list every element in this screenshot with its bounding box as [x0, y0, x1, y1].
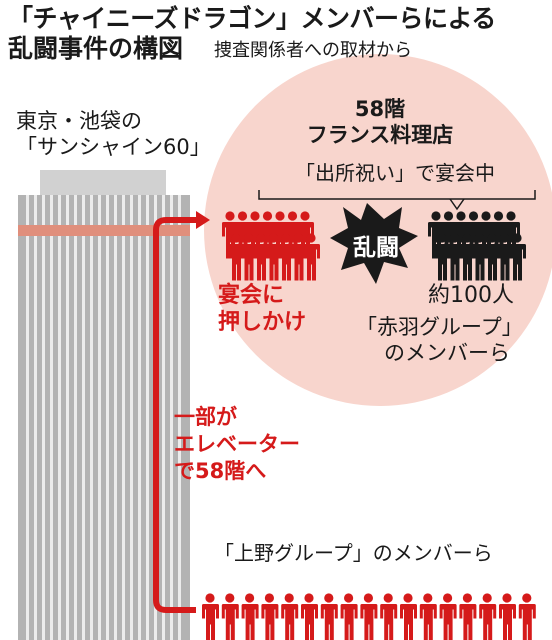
ueno-person-icon	[518, 593, 536, 640]
building-stripe	[178, 195, 181, 640]
banquet-label: 「出所祝い」で宴会中	[295, 161, 495, 185]
ueno-person-icon	[261, 593, 279, 640]
ueno-person-icon	[479, 593, 497, 640]
building-stripe	[90, 195, 93, 640]
building-stripe	[106, 195, 109, 640]
elevator-route-arrow	[153, 217, 198, 613]
floor-58-marker	[18, 225, 190, 236]
building-stripe	[58, 195, 61, 640]
attackers-action-line-2: 押しかけ	[218, 310, 307, 335]
banquet-bracket	[258, 190, 536, 211]
ueno-person-icon	[459, 593, 477, 640]
building-label-line-2: 「サンシャイン60」	[16, 135, 211, 159]
building-stripe	[82, 195, 85, 640]
ueno-person-icon	[499, 593, 516, 640]
ueno-person-icon	[340, 593, 358, 640]
building-stripe	[162, 195, 165, 640]
building-stripe	[122, 195, 125, 640]
defenders-group-line-1: 「赤羽グループ」	[356, 315, 523, 339]
building-stripe	[34, 195, 37, 640]
arrow-head-icon	[196, 211, 210, 229]
floor-label-line-1: 58階	[354, 97, 406, 121]
ueno-person-icon	[360, 593, 378, 640]
building-stripe	[66, 195, 69, 640]
ueno-person-icon	[380, 593, 398, 640]
ueno-label: 「上野グループ」のメンバーら	[214, 541, 493, 565]
building-stripe	[130, 195, 133, 640]
building-stripe	[170, 195, 173, 640]
building-stripe	[26, 195, 29, 640]
clash-label: 乱闘	[353, 235, 399, 261]
ueno-person-icon	[419, 593, 437, 640]
title-line-1: 「チャイニーズドラゴン」メンバーらによる	[8, 4, 496, 33]
ueno-person-icon	[320, 593, 338, 640]
elevator-line-2: エレベーター	[174, 432, 300, 456]
building-stripe	[138, 195, 141, 640]
subtitle: 捜査関係者への取材から	[214, 40, 412, 61]
building-stripe	[146, 195, 149, 640]
defenders-group-line-2: のメンバーら	[384, 341, 510, 365]
sunshine60-building	[18, 170, 190, 640]
ueno-person-icon	[400, 593, 417, 640]
floor-label-line-2: フランス料理店	[306, 123, 454, 147]
ueno-person-icon	[241, 593, 259, 640]
building-stripe	[74, 195, 77, 640]
ueno-group	[202, 593, 536, 640]
elevator-line-1: 一部が	[174, 405, 237, 429]
clash-burst-icon	[330, 203, 418, 284]
defenders-count: 約100人	[428, 283, 514, 308]
building-stripe	[98, 195, 101, 640]
building-label-line-1: 東京・池袋の	[16, 109, 142, 133]
ueno-person-icon	[202, 593, 219, 640]
building-stripe	[42, 195, 45, 640]
ueno-person-icon	[301, 593, 318, 640]
ueno-person-icon	[221, 593, 239, 640]
building-stripe	[114, 195, 117, 640]
building-stripe	[50, 195, 53, 640]
attackers-action-line-1: 宴会に	[218, 283, 285, 308]
ueno-person-icon	[281, 593, 299, 640]
elevator-line-3: で58階へ	[174, 459, 267, 483]
title-line-2: 乱闘事件の構図	[8, 34, 184, 63]
ueno-person-icon	[439, 593, 457, 640]
